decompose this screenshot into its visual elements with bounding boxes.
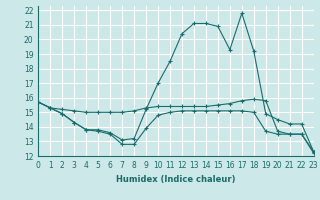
- X-axis label: Humidex (Indice chaleur): Humidex (Indice chaleur): [116, 175, 236, 184]
